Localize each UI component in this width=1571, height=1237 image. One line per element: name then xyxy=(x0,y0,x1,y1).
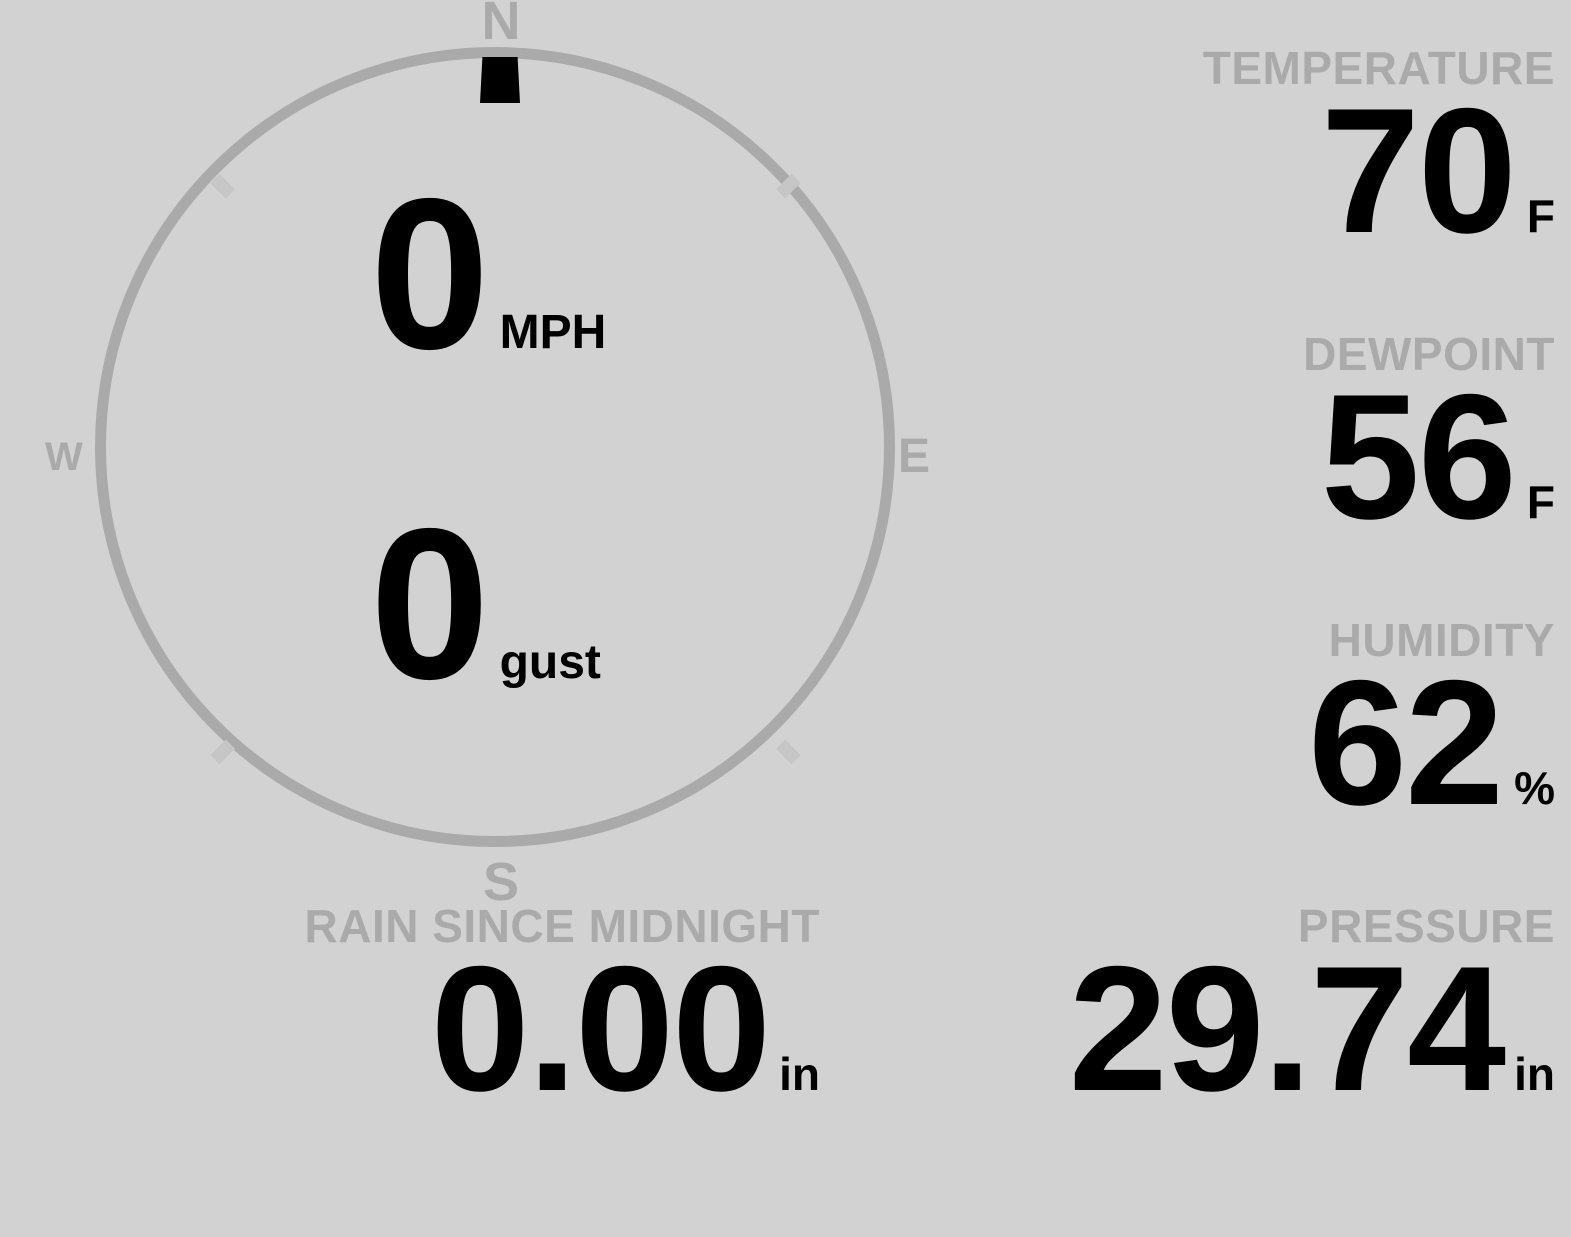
reading-dewpoint-value: 56 xyxy=(1320,357,1517,556)
reading-humidity-label: HUMIDITY xyxy=(1328,614,1555,666)
wind-gust-readout: 0 gust xyxy=(370,483,601,724)
compass-tick-ne xyxy=(775,173,801,199)
reading-pressure-value: 29.74 xyxy=(1068,929,1506,1128)
reading-rain-value: 0.00 xyxy=(430,929,771,1128)
wind-speed-unit: MPH xyxy=(499,306,607,359)
reading-pressure: PRESSURE 29.74 in xyxy=(880,900,1555,1128)
reading-rain-unit: in xyxy=(779,1048,820,1100)
reading-temperature: TEMPERATURE 70 F xyxy=(1135,42,1555,270)
compass-label-east: E xyxy=(898,430,931,483)
reading-rain-since-midnight: RAIN SINCE MIDNIGHT 0.00 in xyxy=(230,900,821,1128)
reading-dewpoint: DEWPOINT 56 F xyxy=(1135,328,1555,556)
wind-speed-readout: 0 MPH xyxy=(370,153,607,394)
compass-label-west: W xyxy=(45,435,83,479)
reading-pressure-unit: in xyxy=(1514,1048,1555,1100)
reading-pressure-label: PRESSURE xyxy=(1297,900,1555,952)
reading-humidity: HUMIDITY 62 % xyxy=(1135,614,1555,842)
reading-rain-label: RAIN SINCE MIDNIGHT xyxy=(304,900,820,952)
compass-label-south: S xyxy=(482,852,520,912)
compass-ring xyxy=(95,47,895,847)
wind-compass-panel: N S E W 0 MPH 0 gust xyxy=(0,0,1010,930)
reading-dewpoint-label: DEWPOINT xyxy=(1303,328,1555,380)
reading-temperature-unit: F xyxy=(1526,190,1555,242)
reading-dewpoint-row: 56 F xyxy=(1135,357,1555,556)
reading-temperature-value: 70 xyxy=(1320,71,1517,270)
reading-rain-row: 0.00 in xyxy=(230,929,820,1128)
compass-tick-nw xyxy=(210,173,236,199)
wind-gust-value: 0 xyxy=(370,483,490,724)
reading-humidity-unit: % xyxy=(1514,762,1555,814)
compass-label-north: N xyxy=(481,0,521,51)
reading-temperature-row: 70 F xyxy=(1135,71,1555,270)
wind-gust-unit: gust xyxy=(499,636,601,689)
reading-temperature-label: TEMPERATURE xyxy=(1202,42,1555,94)
reading-humidity-row: 62 % xyxy=(1135,643,1555,842)
wind-speed-value: 0 xyxy=(370,153,490,394)
reading-pressure-row: 29.74 in xyxy=(880,929,1555,1128)
compass-tick-se xyxy=(775,739,801,765)
compass-tick-sw xyxy=(210,739,236,765)
reading-dewpoint-unit: F xyxy=(1526,476,1555,528)
reading-humidity-value: 62 xyxy=(1308,643,1504,842)
wind-direction-marker-icon xyxy=(480,57,520,103)
